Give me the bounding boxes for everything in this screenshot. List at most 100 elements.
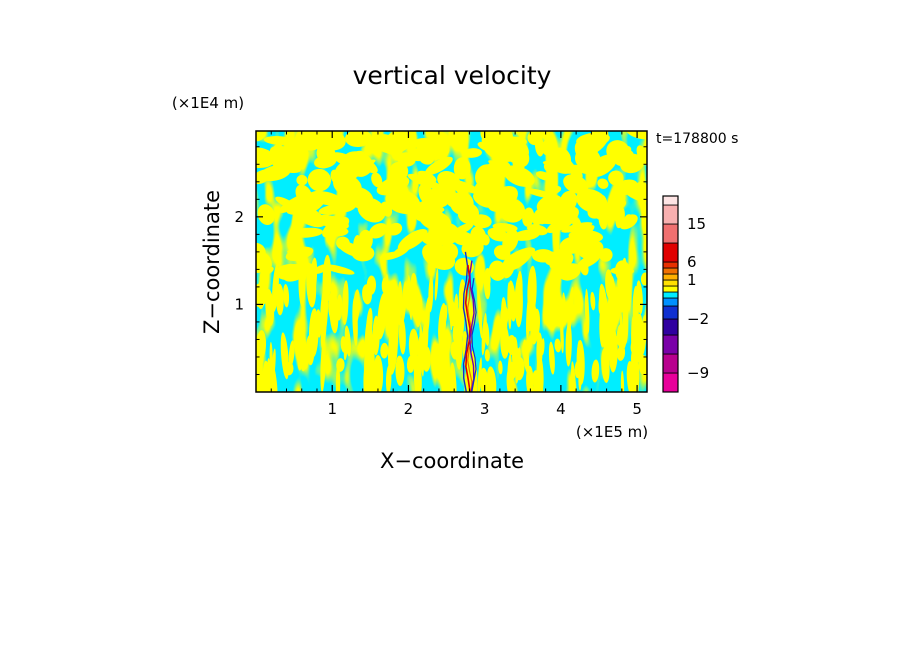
field-patch xyxy=(263,136,294,145)
field-patch xyxy=(422,243,456,270)
field-patch xyxy=(515,347,521,384)
field-patch xyxy=(345,152,371,169)
field-patch xyxy=(287,249,312,257)
field-patch xyxy=(256,330,267,361)
field-patch xyxy=(380,147,403,155)
field-patch xyxy=(397,281,403,326)
field-patch xyxy=(547,245,574,259)
field-patch xyxy=(410,273,417,290)
field-patch xyxy=(585,288,590,335)
field-patch xyxy=(352,289,360,326)
field-patch xyxy=(624,187,647,203)
field-patch xyxy=(391,244,411,258)
colorbar-segment xyxy=(662,353,679,374)
field-patch xyxy=(527,224,548,236)
field-patch xyxy=(441,340,447,358)
field-patch xyxy=(605,269,614,300)
field-patch xyxy=(444,343,450,384)
field-patch xyxy=(396,355,404,378)
chart-title: vertical velocity xyxy=(353,61,552,90)
field-patch xyxy=(371,172,383,188)
field-patch xyxy=(535,171,552,181)
field-patch xyxy=(522,339,530,373)
field-patch xyxy=(265,289,275,326)
field-patch xyxy=(550,206,573,230)
x-tick-label: 3 xyxy=(480,400,490,418)
field-patch xyxy=(321,264,355,275)
field-patch xyxy=(418,150,435,165)
field-patch xyxy=(296,174,308,186)
field-patch xyxy=(576,340,582,377)
x-axis-label: X−coordinate xyxy=(380,449,524,473)
field-patch xyxy=(280,332,289,380)
field-patch xyxy=(389,161,409,181)
field-patch xyxy=(453,293,459,340)
core-strand xyxy=(469,260,475,392)
colorbar-frame xyxy=(662,195,679,393)
field-patch xyxy=(365,307,373,344)
field-patch xyxy=(428,275,434,313)
field-patch xyxy=(320,286,329,338)
field-patch xyxy=(503,263,515,279)
field-patch xyxy=(329,292,339,334)
field-patch xyxy=(624,214,634,223)
field-patch xyxy=(640,272,647,286)
field-patch xyxy=(570,361,577,392)
field-patch xyxy=(453,157,471,180)
field-patch xyxy=(599,248,613,262)
field-patch xyxy=(415,293,423,328)
y-axis-label: Z−coordinate xyxy=(200,190,224,334)
colorbar-label: 6 xyxy=(687,253,697,271)
field-patch xyxy=(562,292,567,326)
field-patch xyxy=(578,240,604,259)
field-patch xyxy=(434,268,439,301)
field-patch xyxy=(440,223,459,239)
field-patch xyxy=(477,357,482,392)
colorbar-segment xyxy=(662,242,679,263)
field-patch xyxy=(453,231,474,246)
field-patch xyxy=(454,185,469,196)
field-patch xyxy=(406,355,415,373)
field-patch xyxy=(297,347,303,371)
field-patch xyxy=(479,367,489,392)
field-patch xyxy=(530,308,541,345)
x-tick-label: 5 xyxy=(632,400,642,418)
field-patch xyxy=(532,249,555,263)
field-patch xyxy=(417,170,437,183)
convective-core xyxy=(462,251,477,392)
field-patch xyxy=(448,299,456,320)
field-patch xyxy=(507,280,517,322)
field-patch xyxy=(603,316,612,361)
colorbar-segment xyxy=(662,297,679,307)
field-patch xyxy=(407,274,413,321)
field-patch xyxy=(543,161,555,172)
field-patch xyxy=(391,299,399,344)
field-patch xyxy=(590,291,596,311)
field-patch xyxy=(501,297,508,334)
field-patch xyxy=(257,204,275,225)
field-patch xyxy=(610,334,619,348)
field-patch xyxy=(549,185,562,194)
field-patch xyxy=(578,372,582,391)
field-patch xyxy=(368,223,388,239)
field-patch xyxy=(561,222,593,233)
colorbar-segment xyxy=(662,273,679,281)
plot-area xyxy=(256,131,647,392)
colorbar-segment xyxy=(662,261,679,269)
field-patch xyxy=(419,188,431,201)
field-patch xyxy=(558,263,581,281)
field-patch xyxy=(580,261,589,276)
field-patch xyxy=(256,169,272,185)
field-patch xyxy=(619,145,632,156)
field-patch xyxy=(626,361,636,392)
field-patch xyxy=(636,280,643,315)
field-patch xyxy=(498,360,503,375)
field-patch xyxy=(275,151,306,170)
field-patch xyxy=(576,131,609,157)
field-patch xyxy=(536,332,543,369)
field-patch xyxy=(342,280,349,325)
field-patch xyxy=(511,337,518,371)
x-unit-label: (×1E5 m) xyxy=(576,423,648,441)
field-patch xyxy=(385,189,421,215)
field-patch xyxy=(335,365,341,392)
